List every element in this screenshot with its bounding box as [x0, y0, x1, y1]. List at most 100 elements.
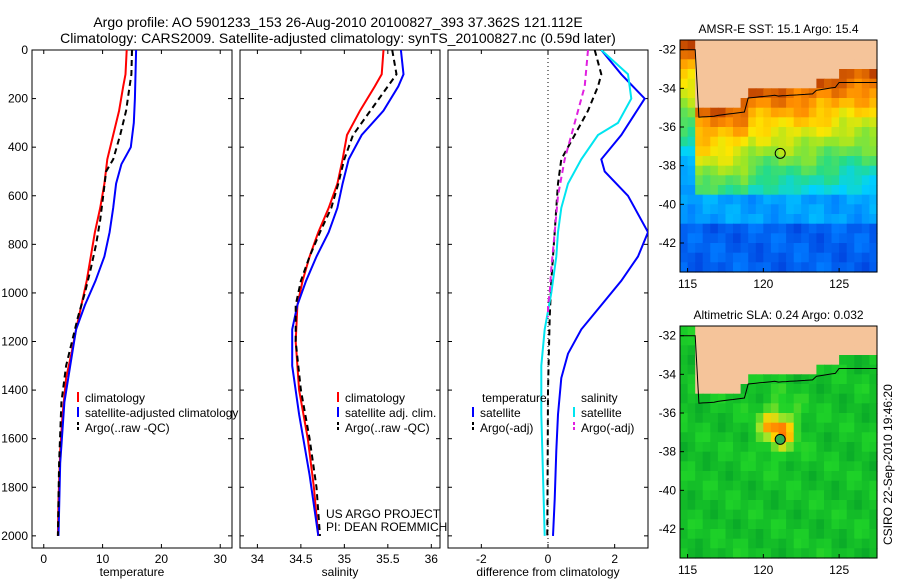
sst_map-cell — [733, 165, 742, 176]
sla_map-cell — [778, 393, 787, 404]
sst_map-cell — [770, 175, 780, 186]
sst_map-cell — [786, 252, 795, 263]
sst_map-cell — [839, 194, 848, 205]
sst_map-cell — [786, 136, 795, 147]
sla_map-cell — [687, 548, 696, 559]
sla_map-cell — [755, 480, 764, 491]
sla_map-cell — [717, 500, 727, 511]
sst_map-cell — [778, 59, 787, 70]
sst_map-cell — [869, 165, 878, 176]
sla_map-cell — [824, 384, 833, 395]
sst_map-cell — [763, 88, 772, 99]
sla_map-cell — [831, 529, 840, 540]
sla_map-cell — [786, 519, 795, 530]
sst_map-cell — [695, 175, 704, 186]
sla_map-cell — [687, 529, 696, 540]
sla_map-cell — [755, 384, 764, 395]
sla_map-cell — [816, 393, 825, 404]
sst_map-cell — [748, 98, 757, 109]
sst_map-cell — [763, 214, 772, 225]
sla_map-cell — [710, 471, 719, 482]
sst_map-cell — [846, 185, 855, 196]
sst_map-cell — [740, 185, 749, 196]
sla_map-cell — [687, 442, 696, 453]
sst_map-cell — [770, 40, 780, 51]
sla_map-cell — [854, 432, 863, 443]
sst_map-cell — [748, 59, 757, 70]
sla_map-cell — [861, 500, 870, 511]
sst_map-cell — [869, 156, 878, 167]
sst_map-cell — [801, 223, 810, 234]
sla_map-ytick-label: -32 — [659, 329, 677, 343]
sst_map-cell — [778, 165, 787, 176]
sst_map-cell — [854, 252, 863, 263]
sst_map-cell — [808, 175, 817, 186]
sst_map-cell — [816, 194, 825, 205]
sst_map-cell — [808, 243, 817, 254]
sst_map-cell — [831, 40, 840, 51]
sla_map-cell — [861, 384, 870, 395]
sla_map-cell — [861, 335, 870, 346]
sst_map-cell — [770, 185, 780, 196]
sla_map-cell — [763, 432, 772, 443]
sst_map-cell — [733, 136, 742, 147]
sla_map-cell — [702, 393, 711, 404]
sst_map-cell — [854, 107, 863, 118]
sla_map-cell — [748, 413, 757, 424]
sst_map-cell — [824, 204, 833, 215]
sst_map-cell — [695, 78, 704, 89]
sla_map-cell — [793, 335, 802, 346]
sst_map-cell — [748, 204, 757, 215]
sst_map-cell — [861, 214, 870, 225]
sst_map-cell — [695, 233, 704, 244]
sla_map-cell — [808, 548, 817, 559]
sla_map-cell — [763, 422, 772, 433]
sst_map-cell — [778, 117, 787, 128]
sla_map-cell — [854, 519, 863, 530]
sla_map-cell — [770, 413, 780, 424]
sst_map-cell — [740, 98, 749, 109]
sla_map-cell — [680, 500, 689, 511]
sst_map-cell — [695, 156, 704, 167]
sst_map-cell — [717, 156, 727, 167]
salinity-xlabel: salinity — [322, 565, 359, 579]
sla-map-panel: 115 120 125 -32 -34 -36 -38 -40 -42 Altimetric SL… — [659, 308, 878, 577]
sst_map-cell — [725, 107, 734, 118]
sst_map-cell — [861, 136, 870, 147]
sla_map-cell — [816, 442, 825, 453]
sla_map-cell — [793, 461, 802, 472]
sla_map-cell — [687, 432, 696, 443]
sst_map-cell — [786, 214, 795, 225]
sst_map-cell — [725, 243, 734, 254]
sla_map-cell — [778, 538, 787, 549]
salinity-xtick-label: 35.5 — [376, 552, 400, 566]
temperature-xtick-label: 10 — [96, 552, 110, 566]
sst_map-cell — [846, 194, 855, 205]
sla_map-cell — [831, 500, 840, 511]
sst_map-cell — [770, 165, 780, 176]
sst_map-cell — [748, 40, 757, 51]
sla_map-cell — [824, 393, 833, 404]
sla_map-cell — [793, 326, 802, 337]
sla_map-cell — [695, 326, 704, 337]
sla_map-cell — [763, 326, 772, 337]
sla_map-cell — [861, 364, 870, 375]
sst_map-cell — [687, 194, 696, 205]
sla_map-cell — [801, 529, 810, 540]
sst_map-cell — [680, 194, 689, 205]
sla_map-cell — [695, 355, 704, 366]
sla_map-cell — [763, 364, 772, 375]
sst_map-cell — [680, 262, 689, 273]
sst_map-cell — [710, 40, 719, 51]
sst_map-cell — [740, 243, 749, 254]
sst_map-cell — [733, 262, 742, 273]
sst_map-cell — [755, 262, 764, 273]
sla_map-cell — [831, 538, 840, 549]
sla_map-cell — [824, 413, 833, 424]
sla_map-cell — [861, 480, 870, 491]
sla_map-cell — [725, 509, 734, 520]
sst_map-cell — [717, 146, 727, 157]
difference-series-temperature-argo-adj- — [546, 50, 603, 536]
sst_map-cell — [861, 49, 870, 60]
sst_map-cell — [793, 146, 802, 157]
